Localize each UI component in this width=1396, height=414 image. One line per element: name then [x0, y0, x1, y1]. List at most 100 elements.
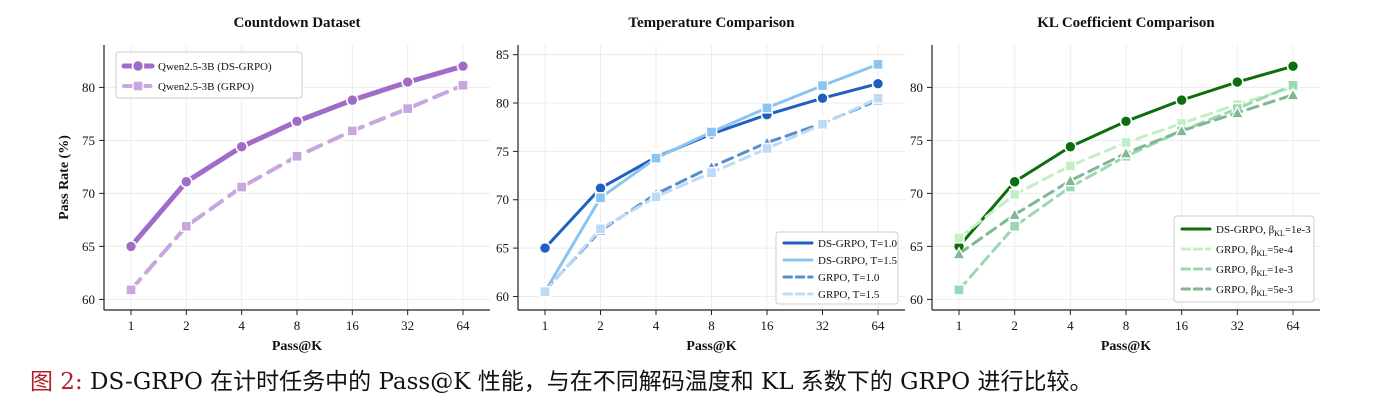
legend-entry-name: DS-GRPO, β — [1216, 224, 1275, 236]
x-tick-label: 16 — [346, 318, 360, 333]
data-point — [650, 191, 662, 203]
legend: Qwen2.5-3B (DS-GRPO) Qwen2.5-3B (GRPO) — [115, 51, 303, 99]
series-1 — [125, 79, 469, 296]
y-tick-label: 75 — [910, 133, 923, 148]
data-point — [1008, 220, 1021, 232]
legend-entry-name: GRPO, β — [1216, 284, 1257, 296]
x-tick-label: 2 — [597, 318, 604, 333]
data-point — [816, 79, 829, 92]
legend-entry-name: GRPO, β — [1216, 264, 1257, 276]
legend-entry-name: Qwen2.5-3B (DS-GRPO) — [158, 61, 272, 73]
y-tick-label: 85 — [496, 47, 509, 62]
data-point — [1007, 207, 1022, 221]
data-point — [346, 125, 359, 137]
figure-caption: 图 2: DS-GRPO 在计时任务中的 Pass@K 性能，与在不同解码温度和… — [30, 362, 1390, 402]
data-point — [401, 75, 414, 89]
data-point — [953, 232, 965, 244]
x-tick-label: 2 — [183, 318, 190, 333]
series-0 — [124, 59, 470, 253]
y-tick-label: 65 — [496, 241, 509, 256]
y-tick-label: 65 — [82, 239, 95, 254]
legend-entry-suffix: =1e-3 — [1285, 224, 1311, 236]
x-tick-label: 1 — [956, 318, 963, 333]
legend-entry: GRPO, T=1.5 — [818, 289, 880, 301]
legend-entry: GRPO, βKL=1e-3 — [1216, 264, 1293, 278]
x-tick-label: 2 — [1011, 318, 1018, 333]
data-point — [705, 166, 718, 179]
y-tick-label: 60 — [910, 292, 923, 307]
x-axis-label: Pass@K — [1101, 339, 1151, 354]
legend-entry-subscript: KL — [1256, 249, 1267, 258]
panel-title: KL Coefficient Comparison — [1037, 15, 1215, 31]
data-point — [761, 142, 773, 155]
y-tick-label: 80 — [910, 80, 923, 95]
legend-entry-name: GRPO, T=1.0 — [818, 272, 880, 284]
x-tick-label: 16 — [761, 318, 775, 333]
x-tick-label: 64 — [872, 318, 886, 333]
y-tick-label: 65 — [910, 239, 923, 254]
legend-entry: DS-GRPO, T=1.5 — [818, 255, 898, 267]
data-point — [180, 175, 193, 189]
data-point — [816, 91, 829, 105]
panel-countdown-dataset: 60 65 70 75 80 1 2 4 8 16 32 64 Countdown Dataset Pas… — [57, 15, 490, 354]
legend-entry-subscript: KL — [1256, 269, 1267, 278]
legend-box — [1173, 215, 1315, 303]
legend-entry: GRPO, βKL=5e-3 — [1216, 284, 1293, 298]
x-axis-label: Pass@K — [686, 339, 736, 354]
y-tick-label: 75 — [496, 144, 509, 159]
series-3 — [951, 87, 1301, 260]
x-tick-label: 8 — [294, 318, 301, 333]
legend-entry-suffix: =5e-4 — [1267, 244, 1293, 256]
legend-entry: Qwen2.5-3B (DS-GRPO) — [158, 61, 272, 73]
data-point — [594, 181, 607, 195]
data-point — [1174, 123, 1189, 137]
data-point — [1119, 115, 1133, 128]
y-axis-label: Pass Rate (%) — [57, 135, 72, 220]
x-tick-label: 4 — [1067, 318, 1074, 333]
legend-entry: GRPO, T=1.0 — [818, 272, 880, 284]
data-point — [1008, 175, 1021, 189]
x-tick-label: 4 — [238, 318, 245, 333]
data-point — [594, 223, 607, 235]
legend-box — [775, 231, 899, 305]
data-point — [346, 93, 359, 107]
data-point — [290, 115, 304, 128]
data-point — [1175, 93, 1188, 107]
y-tick-label: 75 — [82, 133, 95, 148]
x-tick-label: 8 — [708, 318, 715, 333]
legend-entry-name: DS-GRPO, T=1.0 — [818, 238, 898, 250]
legend: DS-GRPO, T=1.0 DS-GRPO, T=1.5 GRPO, T=1.0 G… — [775, 231, 899, 305]
panel-title: Countdown Dataset — [233, 15, 360, 31]
legend-marker — [132, 80, 144, 92]
data-point — [1286, 59, 1300, 73]
series-3 — [539, 92, 884, 298]
x-tick-label: 32 — [816, 318, 829, 333]
data-point — [538, 241, 552, 255]
x-tick-label: 32 — [1231, 318, 1244, 333]
legend-entry-suffix: =5e-3 — [1267, 284, 1293, 296]
x-tick-label: 1 — [128, 318, 135, 333]
data-point — [951, 246, 967, 260]
data-point — [1063, 173, 1078, 187]
legend-entry: DS-GRPO, T=1.0 — [818, 238, 898, 250]
panel-title: Temperature Comparison — [628, 15, 795, 31]
data-point — [872, 58, 884, 71]
legend-box — [115, 51, 303, 99]
legend-entry-name: GRPO, β — [1216, 244, 1257, 256]
y-tick-label: 80 — [496, 96, 509, 111]
x-axis-label: Pass@K — [272, 339, 322, 354]
data-point — [1118, 145, 1134, 159]
legend-entry: DS-GRPO, βKL=1e-3 — [1216, 224, 1311, 238]
y-tick-label: 70 — [82, 186, 95, 201]
data-point — [291, 150, 303, 163]
y-tick-label: 60 — [496, 289, 509, 304]
y-tick-label: 60 — [82, 292, 95, 307]
legend-marker — [131, 59, 145, 73]
x-tick-label: 1 — [542, 318, 549, 333]
panel-kl-coefficient-comparison: 60 65 70 75 80 1 2 4 8 16 32 64 KL Coefficient Compa… — [910, 15, 1320, 354]
data-point — [761, 102, 773, 114]
data-point — [816, 118, 829, 131]
legend-entry: Qwen2.5-3B (GRPO) — [158, 81, 254, 93]
x-tick-label: 16 — [1175, 318, 1189, 333]
y-tick-label: 70 — [910, 186, 923, 201]
